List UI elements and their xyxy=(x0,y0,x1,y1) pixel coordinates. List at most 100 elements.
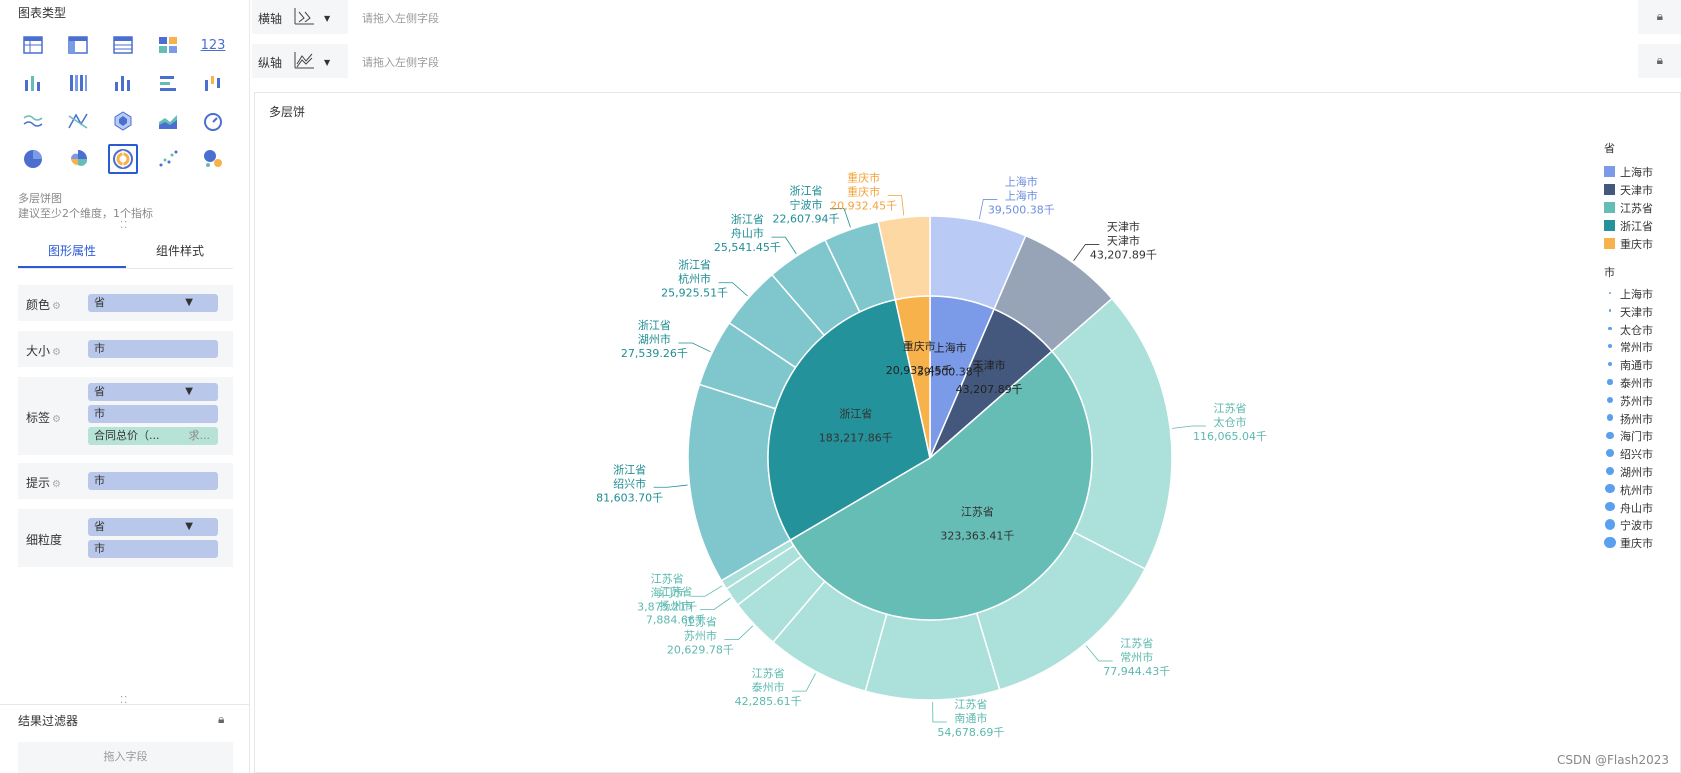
legend-label: 杭州市 xyxy=(1620,483,1653,497)
scatter-icon[interactable] xyxy=(153,144,183,174)
chevron-down-icon[interactable]: ▼ xyxy=(324,14,331,23)
legend-dot xyxy=(1606,449,1614,458)
percent-bar-icon[interactable] xyxy=(63,68,93,98)
legend-dot xyxy=(1607,379,1613,385)
gauge-icon[interactable] xyxy=(198,106,228,136)
legend-swatch xyxy=(1604,220,1615,231)
leader-line xyxy=(724,625,754,640)
leader-line xyxy=(771,236,797,255)
legend-label: 海门市 xyxy=(1620,430,1653,444)
crosstab-icon[interactable] xyxy=(63,30,93,60)
radar-icon[interactable] xyxy=(108,106,138,136)
pill-province[interactable]: 省 ▼ xyxy=(88,383,218,401)
bubble-icon[interactable] xyxy=(198,144,228,174)
leader-line xyxy=(699,597,731,611)
leader-line xyxy=(691,585,723,597)
filter-icon[interactable]: ▼ xyxy=(185,521,193,532)
leader-line xyxy=(887,195,905,216)
radar-line-icon[interactable] xyxy=(63,106,93,136)
y-axis-label: 纵轴 xyxy=(258,56,283,70)
rose-pie-icon[interactable] xyxy=(63,144,93,174)
lock-icon[interactable]: 🔒︎ xyxy=(218,712,225,726)
filter-drop-zone[interactable]: 拖入字段 xyxy=(18,742,233,773)
chart-type-title: 图表类型 xyxy=(18,6,67,20)
pill-city[interactable]: 市 xyxy=(88,540,218,558)
kpi-icon[interactable]: 123 xyxy=(200,37,226,53)
legend-swatch xyxy=(1604,202,1615,213)
outer-label: 江苏省 xyxy=(651,572,684,585)
legend-label: 重庆市 xyxy=(1620,537,1653,551)
selected-type-name: 多层饼图 xyxy=(18,192,62,205)
outer-slice xyxy=(864,612,1001,701)
outer-label: 27,539.26千 xyxy=(621,347,688,360)
leader-line xyxy=(829,208,851,228)
outer-label: 重庆市 xyxy=(847,185,880,199)
legend-dot xyxy=(1605,501,1615,512)
outer-label: 浙江省 xyxy=(613,463,646,476)
tab-graphic-props[interactable]: 图形属性 xyxy=(48,244,97,258)
x-axis-drop-zone[interactable] xyxy=(348,0,1638,34)
legend-dot xyxy=(1605,466,1615,476)
outer-label: 浙江省 xyxy=(678,259,711,272)
inner-slice xyxy=(789,350,1093,621)
line-chart-icon[interactable] xyxy=(18,106,48,136)
prop-granularity: 细粒度 省 ▼ 市 xyxy=(18,509,233,567)
outer-label: 天津市 xyxy=(1107,234,1140,248)
stacked-bar-icon[interactable] xyxy=(18,68,48,98)
outer-label: 重庆市 xyxy=(847,171,880,185)
filter-icon[interactable]: ▼ xyxy=(185,297,193,308)
outer-label: 81,603.70千 xyxy=(596,491,663,504)
outer-label: 泰州市 xyxy=(752,680,785,694)
waterfall-icon[interactable] xyxy=(198,68,228,98)
pill-city[interactable]: 市 xyxy=(88,472,218,490)
table-icon[interactable] xyxy=(18,30,48,60)
pill-city[interactable]: 市 xyxy=(88,340,218,358)
pill-measure[interactable]: 合同总价（... 求... xyxy=(88,427,218,445)
selected-type-hint: 建议至少2个维度，1个指标 xyxy=(18,207,153,220)
x-axis-icon[interactable] xyxy=(292,6,316,28)
pie-chart-icon[interactable] xyxy=(18,144,48,174)
leader-line xyxy=(978,199,998,220)
multi-layer-pie-icon[interactable] xyxy=(108,144,138,174)
column-chart-icon[interactable] xyxy=(108,68,138,98)
outer-label: 绍兴市 xyxy=(613,476,646,490)
lock-icon[interactable]: 🔒︎ xyxy=(1656,9,1663,23)
resize-handle[interactable]: ⁚⁚ xyxy=(120,220,129,231)
pill-city[interactable]: 市 xyxy=(88,405,218,423)
legend-label: 上海市 xyxy=(1620,166,1653,179)
legend-label: 常州市 xyxy=(1620,341,1653,355)
legend-label: 重庆市 xyxy=(1620,238,1653,251)
prop-granularity-label: 细粒度 xyxy=(26,533,63,547)
legend-dot xyxy=(1606,431,1614,439)
legend-label: 天津市 xyxy=(1620,305,1653,319)
y-axis-drop-zone[interactable] xyxy=(348,44,1638,78)
outer-label: 江苏省 xyxy=(954,698,987,711)
inner-label-name: 上海市 xyxy=(934,341,967,355)
prop-size-label: 大小 ⚙ xyxy=(26,344,61,358)
y-axis-icon[interactable] xyxy=(292,50,316,72)
horizontal-bar-icon[interactable] xyxy=(153,68,183,98)
outer-label: 22,607.94千 xyxy=(772,212,839,225)
area-chart-icon[interactable] xyxy=(153,106,183,136)
tab-component-style[interactable]: 组件样式 xyxy=(156,244,205,258)
grid-icon[interactable] xyxy=(153,30,183,60)
outer-label: 77,944.43千 xyxy=(1103,665,1170,678)
outer-label: 20,629.78千 xyxy=(667,644,734,657)
outer-label: 116,065.04千 xyxy=(1193,430,1267,443)
chevron-down-icon[interactable]: ▼ xyxy=(324,58,331,67)
legend-label: 绍兴市 xyxy=(1620,448,1653,462)
detail-table-icon[interactable] xyxy=(108,30,138,60)
resize-handle[interactable]: ⁚⁚ xyxy=(120,695,129,706)
pill-province[interactable]: 省 ▼ xyxy=(88,518,218,536)
pill-province[interactable]: 省 ▼ xyxy=(88,294,218,312)
lock-icon[interactable]: 🔒︎ xyxy=(1656,53,1663,67)
inner-label-value: 39,500.38千 xyxy=(917,366,984,379)
leader-line xyxy=(1073,244,1100,261)
filter-icon[interactable]: ▼ xyxy=(185,386,193,397)
x-axis-label: 横轴 xyxy=(258,12,283,26)
inner-slice xyxy=(767,298,931,542)
settings-icon: ⚙ xyxy=(52,479,61,490)
leader-line xyxy=(1172,425,1207,429)
inner-label-value: 43,207.89千 xyxy=(956,383,1023,396)
